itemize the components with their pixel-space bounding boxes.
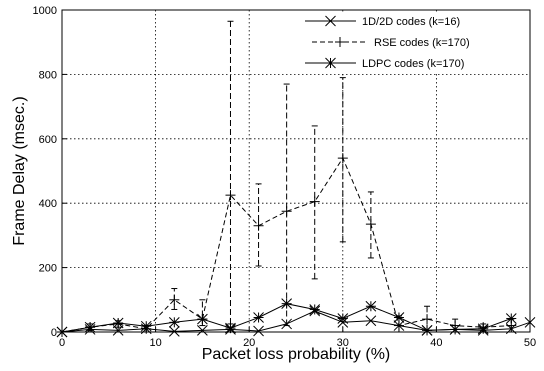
series-ldpc-point bbox=[365, 300, 377, 312]
x-tick-label: 0 bbox=[59, 337, 65, 349]
series-rse-point bbox=[253, 220, 264, 231]
x-tick-label: 40 bbox=[430, 337, 442, 349]
series-1d2d-point bbox=[168, 326, 180, 337]
x-tick-label: 30 bbox=[337, 337, 349, 349]
series-1d2d-point bbox=[365, 315, 377, 327]
series-ldpc-point bbox=[112, 317, 124, 329]
series-ldpc-point bbox=[84, 321, 96, 333]
series-ldpc-point bbox=[140, 320, 152, 332]
x-axis-title: Packet loss probability (%) bbox=[202, 346, 391, 363]
series-rse-point bbox=[422, 314, 433, 325]
plot-area-frame bbox=[61, 9, 531, 333]
y-tick-label: 200 bbox=[39, 263, 57, 275]
series-ldpc-point bbox=[281, 298, 292, 310]
legend-sample-marker-rse bbox=[335, 37, 345, 47]
series-rse-point bbox=[169, 294, 180, 305]
legend-label-ldpc: LDPC codes (k=170) bbox=[362, 58, 464, 70]
series-ldpc-point bbox=[505, 313, 517, 324]
series-1d2d-point bbox=[253, 325, 264, 337]
y-tick-label: 800 bbox=[39, 69, 57, 81]
series-ldpc-point bbox=[393, 312, 405, 323]
series-1d2d-point bbox=[197, 325, 208, 336]
series-rse-point bbox=[225, 190, 236, 201]
series-ldpc-point bbox=[197, 313, 208, 325]
series-ldpc-point bbox=[337, 313, 349, 324]
series-ldpc-point bbox=[309, 304, 321, 315]
legend: 1D/2D codes (k=16) RSE codes (k=170) LDP… bbox=[303, 12, 525, 72]
series-1d2d-point bbox=[524, 316, 536, 328]
series-rse-point bbox=[281, 206, 292, 217]
x-tick-labels: 0 10 20 30 40 50 bbox=[59, 337, 536, 349]
series-ldpc-point bbox=[168, 316, 180, 328]
series-1d2d-point bbox=[112, 325, 124, 336]
series-ldpc-point bbox=[449, 324, 461, 335]
y-tick-label: 0 bbox=[51, 327, 57, 339]
series-rse-point bbox=[337, 153, 348, 164]
series-layer bbox=[56, 20, 536, 338]
y-tick-label: 1000 bbox=[33, 5, 57, 17]
series-ldpc-point bbox=[225, 322, 236, 334]
legend-label-1d2d: 1D/2D codes (k=16) bbox=[362, 16, 460, 28]
y-tick-label: 400 bbox=[39, 198, 57, 210]
legend-sample-marker-ldpc bbox=[325, 57, 336, 69]
legend-sample-marker-1d2d bbox=[325, 15, 336, 27]
series-ldpc-point bbox=[56, 326, 68, 338]
x-tick-label: 20 bbox=[243, 337, 255, 349]
series-ldpc-point bbox=[477, 323, 489, 335]
grid-layer bbox=[61, 9, 531, 333]
series-rse-line bbox=[61, 157, 512, 333]
x-tick-label: 10 bbox=[149, 337, 161, 349]
series-rse-point bbox=[309, 196, 320, 207]
y-axis-title: Frame Delay (msec.) bbox=[11, 96, 28, 245]
x-tick-label: 50 bbox=[524, 337, 536, 349]
legend-label-rse: RSE codes (k=170) bbox=[374, 37, 470, 49]
series-ldpc-point bbox=[253, 312, 264, 323]
y-tick-labels: 0 200 400 600 800 1000 bbox=[33, 5, 57, 339]
series-rse-point bbox=[365, 219, 376, 230]
y-tick-label: 600 bbox=[39, 134, 57, 146]
series-ldpc-point bbox=[421, 325, 433, 336]
